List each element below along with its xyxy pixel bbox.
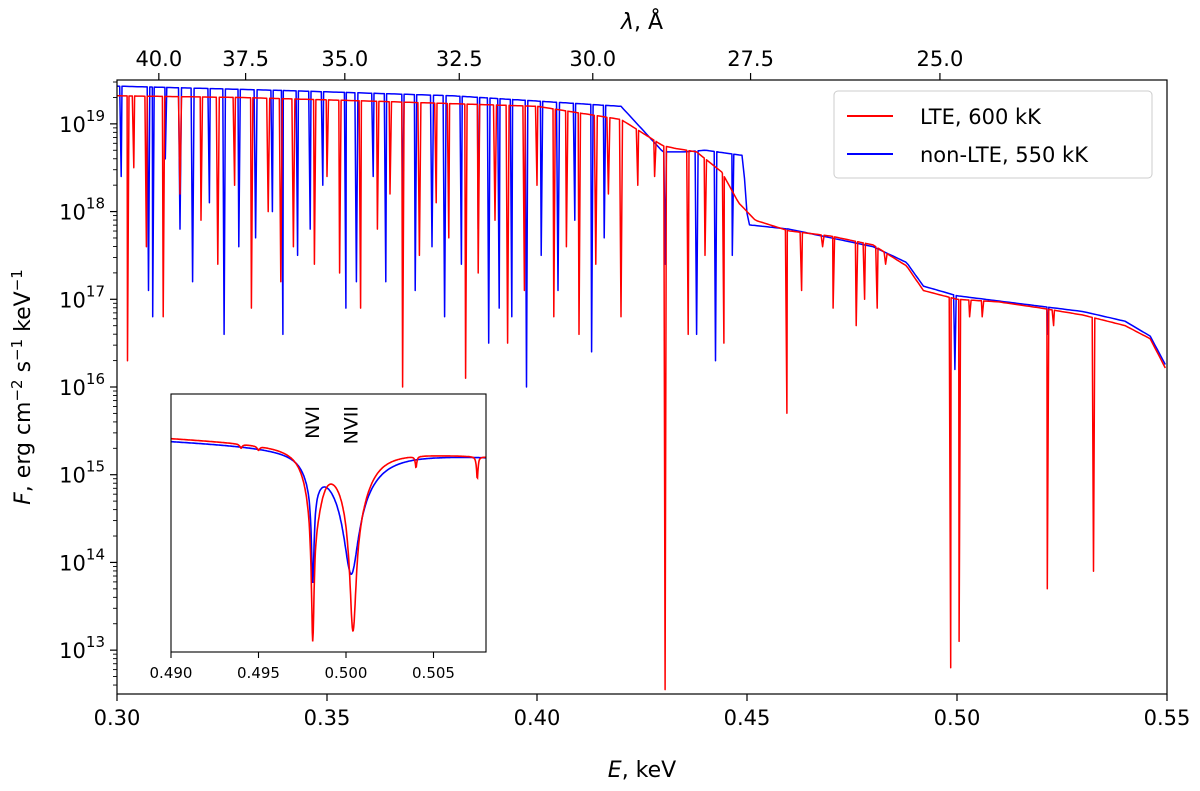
x-axis-title: E, keV bbox=[608, 758, 676, 783]
inset-x-tick-label: 0.505 bbox=[412, 664, 455, 682]
series-layer bbox=[116, 85, 1166, 691]
x-axis-title-unit: , keV bbox=[622, 758, 677, 783]
inset-x-tick-label: 0.495 bbox=[237, 664, 280, 682]
y-tick-label: 1014 bbox=[59, 545, 105, 575]
y-tick-label: 1019 bbox=[59, 107, 105, 137]
top-tick-label: 40.0 bbox=[135, 47, 182, 71]
y-tick-label: 1016 bbox=[59, 370, 105, 400]
top-tick-label: 30.0 bbox=[569, 47, 616, 71]
inset-x-tick-label: 0.500 bbox=[325, 664, 368, 682]
x-tick-label: 0.40 bbox=[514, 706, 561, 730]
inset: 0.490 0.495 0.500 0.505 NVI NVII bbox=[150, 393, 487, 682]
inset-axes-layer: 0.490 0.495 0.500 0.505 NVI NVII bbox=[150, 406, 455, 682]
top-tick-label: 25.0 bbox=[917, 47, 964, 71]
inset-frame bbox=[170, 393, 487, 653]
legend-label: non-LTE, 550 kK bbox=[920, 143, 1089, 167]
top-tick-label: 35.0 bbox=[321, 47, 368, 71]
top-axis-title-unit: , Å bbox=[634, 8, 663, 35]
axes-layer: 0.30 0.35 0.40 0.45 0.50 0.55 40.0 37.5 35.0 32.5… bbox=[59, 47, 1190, 730]
y-axis-title: F, erg cm−2 s−1 keV−1 bbox=[8, 269, 36, 505]
legend-box bbox=[833, 90, 1153, 179]
top-tick-label: 37.5 bbox=[222, 47, 269, 71]
inset-series-layer bbox=[171, 437, 486, 642]
series-line-lte bbox=[117, 95, 1166, 691]
inset-annotation-nvi: NVI bbox=[302, 406, 324, 439]
top-tick-label: 27.5 bbox=[727, 47, 774, 71]
x-tick-label: 0.35 bbox=[304, 706, 351, 730]
x-tick-label: 0.45 bbox=[724, 706, 771, 730]
series-line-non-lte bbox=[116, 85, 1166, 388]
y-tick-label: 1018 bbox=[59, 195, 105, 225]
top-axis-title: λ, Å bbox=[620, 8, 663, 35]
inset-background bbox=[171, 394, 486, 652]
inset-x-tick-label: 0.490 bbox=[150, 664, 193, 682]
x-tick-label: 0.50 bbox=[934, 706, 981, 730]
inset-series-line-lte bbox=[171, 437, 486, 642]
x-tick-label: 0.30 bbox=[94, 706, 141, 730]
y-tick-label: 1013 bbox=[59, 633, 105, 663]
x-tick-label: 0.55 bbox=[1144, 706, 1191, 730]
inset-annotation-nvii: NVII bbox=[340, 406, 362, 444]
y-tick-label: 1015 bbox=[59, 458, 105, 488]
top-tick-label: 32.5 bbox=[436, 47, 483, 71]
inset-series-line-non-lte bbox=[171, 440, 486, 583]
legend-label: LTE, 600 kK bbox=[920, 105, 1042, 129]
y-tick-label: 1017 bbox=[59, 282, 105, 312]
legend: LTE, 600 kK non-LTE, 550 kK bbox=[833, 90, 1153, 179]
